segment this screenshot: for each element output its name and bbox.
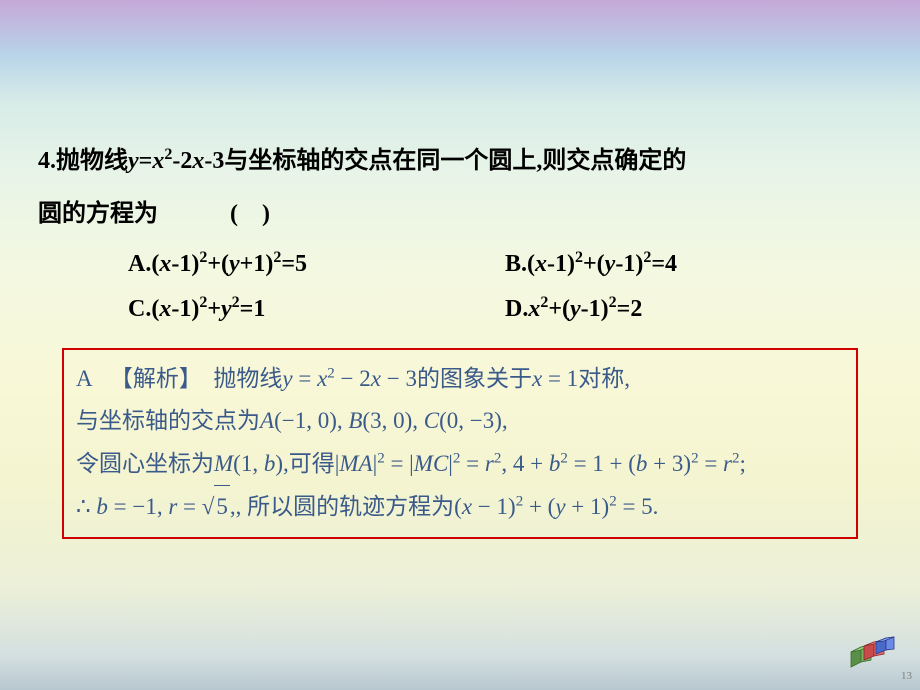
question-post: 与坐标轴的交点在同一个圆上,则交点确定的 [224,148,686,174]
question-line2: 圆的方程为 [38,201,158,227]
question-formula: y [128,148,139,174]
question-text: 4.抛物线y=x2-2x-3与坐标轴的交点在同一个圆上,则交点确定的 圆的方程为… [38,135,882,241]
question-pre: 抛物线 [56,148,128,174]
books-svg [846,632,898,672]
answer-line-3: 令圆心坐标为M(1, b),可得|MA|2 = |MC|2 = r2, 4 + … [76,443,844,486]
books-icon [846,632,898,672]
answer-letter: A [76,366,93,391]
page-number: 13 [901,670,912,682]
question-number: 4. [38,148,56,174]
answer-line-1: A 【解析】 抛物线y = x2 − 2x − 3的图象关于x = 1对称, [76,358,844,401]
answer-line-2: 与坐标轴的交点为A(−1, 0), B(3, 0), C(0, −3), [76,400,844,443]
options-grid: A.(x-1)2+(y+1)2=5 B.(x-1)2+(y-1)2=4 C.(x… [38,251,882,323]
option-d: D.x2+(y-1)2=2 [505,296,882,323]
answer-line-4: ∴ b = −1, r = 5,, 所以圆的轨迹方程为(x − 1)2 + (y… [76,485,844,529]
question-blank: ( ) [230,201,270,227]
slide-content: 4.抛物线y=x2-2x-3与坐标轴的交点在同一个圆上,则交点确定的 圆的方程为… [0,0,920,539]
option-c: C.(x-1)2+y2=1 [128,296,505,323]
answer-box: A 【解析】 抛物线y = x2 − 2x − 3的图象关于x = 1对称, 与… [62,348,858,539]
option-b: B.(x-1)2+(y-1)2=4 [505,251,882,278]
analysis-label: 【解析】 [110,366,202,391]
option-a: A.(x-1)2+(y+1)2=5 [128,251,505,278]
